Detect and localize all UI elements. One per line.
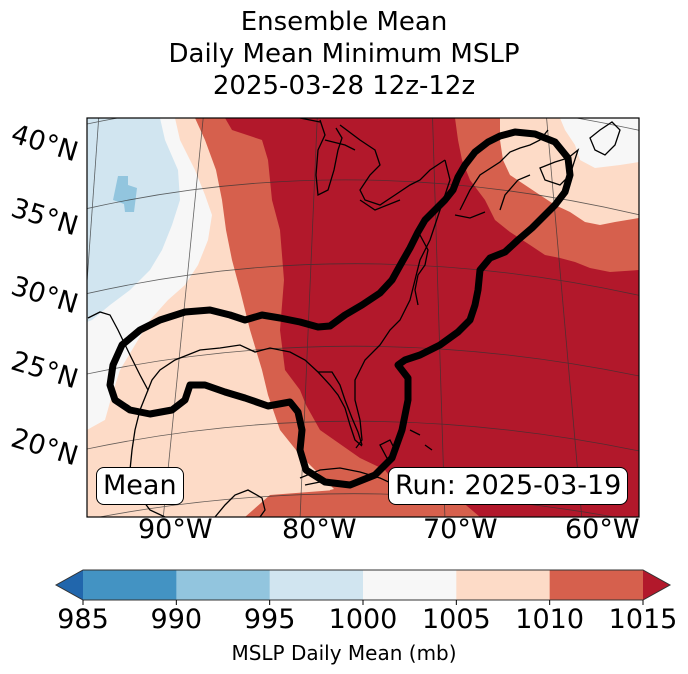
colorbar-bin-1000-1005 (363, 570, 457, 600)
colorbar-tick-label: 1010 (515, 604, 585, 635)
coastline-yucatan (214, 489, 266, 517)
parallel-20N (87, 420, 639, 452)
colorbar-bin-1010-1015 (549, 570, 644, 600)
map-frame (86, 117, 640, 518)
colorbar-bin-985-990 (83, 570, 177, 600)
colorbar-tick-label: 1000 (328, 604, 398, 635)
colorbar-bin-990-995 (176, 570, 271, 600)
coastline-great-lakes (299, 118, 446, 211)
parallel-40N (87, 118, 639, 131)
chart-title-line-2: Daily Mean Minimum MSLP (168, 39, 520, 69)
lon-label-60w: 60°W (565, 514, 640, 545)
colorbar-tick-label: 990 (150, 604, 203, 635)
colorbar-tick-label: 985 (57, 604, 109, 635)
coastline-florida-west (318, 371, 363, 446)
colorbar-extend-low (56, 570, 83, 600)
annotation-mean: Mean (96, 467, 184, 505)
lon-label-80w: 80°W (282, 514, 357, 545)
parallel-15N (97, 493, 617, 517)
region-995-1000-west (87, 118, 180, 322)
coastline-east-us (354, 159, 451, 449)
coastline-gulf (87, 311, 363, 447)
coastline-new-england (454, 129, 549, 219)
chart-title-line-3: 2025-03-28 12z-12z (212, 71, 476, 101)
colorbar-bin-1005-1010 (456, 570, 551, 600)
colorbar-label: MSLP Daily Mean (mb) (231, 641, 457, 665)
meridian-60W (546, 118, 583, 517)
parallel-30N (87, 263, 639, 296)
annotation-run-date: Run: 2025-03-19 (388, 467, 629, 505)
lon-label-70w: 70°W (423, 514, 498, 545)
coastline-nova-scotia (539, 148, 580, 186)
colorbar-tick-label: 1015 (608, 604, 678, 635)
meridian-70W (432, 118, 446, 517)
graticule (87, 118, 639, 517)
colorbar-tick-label: 1005 (421, 604, 491, 635)
region-990-995-pocket (113, 176, 137, 212)
parallel-25N (87, 345, 639, 377)
chart-title-line-1: Ensemble Mean (240, 7, 448, 37)
colorbar-bin-995-1000 (269, 570, 364, 600)
coastline-chesapeake (414, 234, 429, 306)
colorbar-tick-label: 995 (243, 604, 296, 635)
colorbar-extend-high (643, 570, 670, 600)
meridian-100W (87, 118, 100, 288)
lon-label-90w: 90°W (138, 514, 213, 545)
parallel-35N (87, 179, 639, 216)
mslp-contour (106, 128, 574, 489)
coastline-newfoundland (589, 121, 621, 156)
